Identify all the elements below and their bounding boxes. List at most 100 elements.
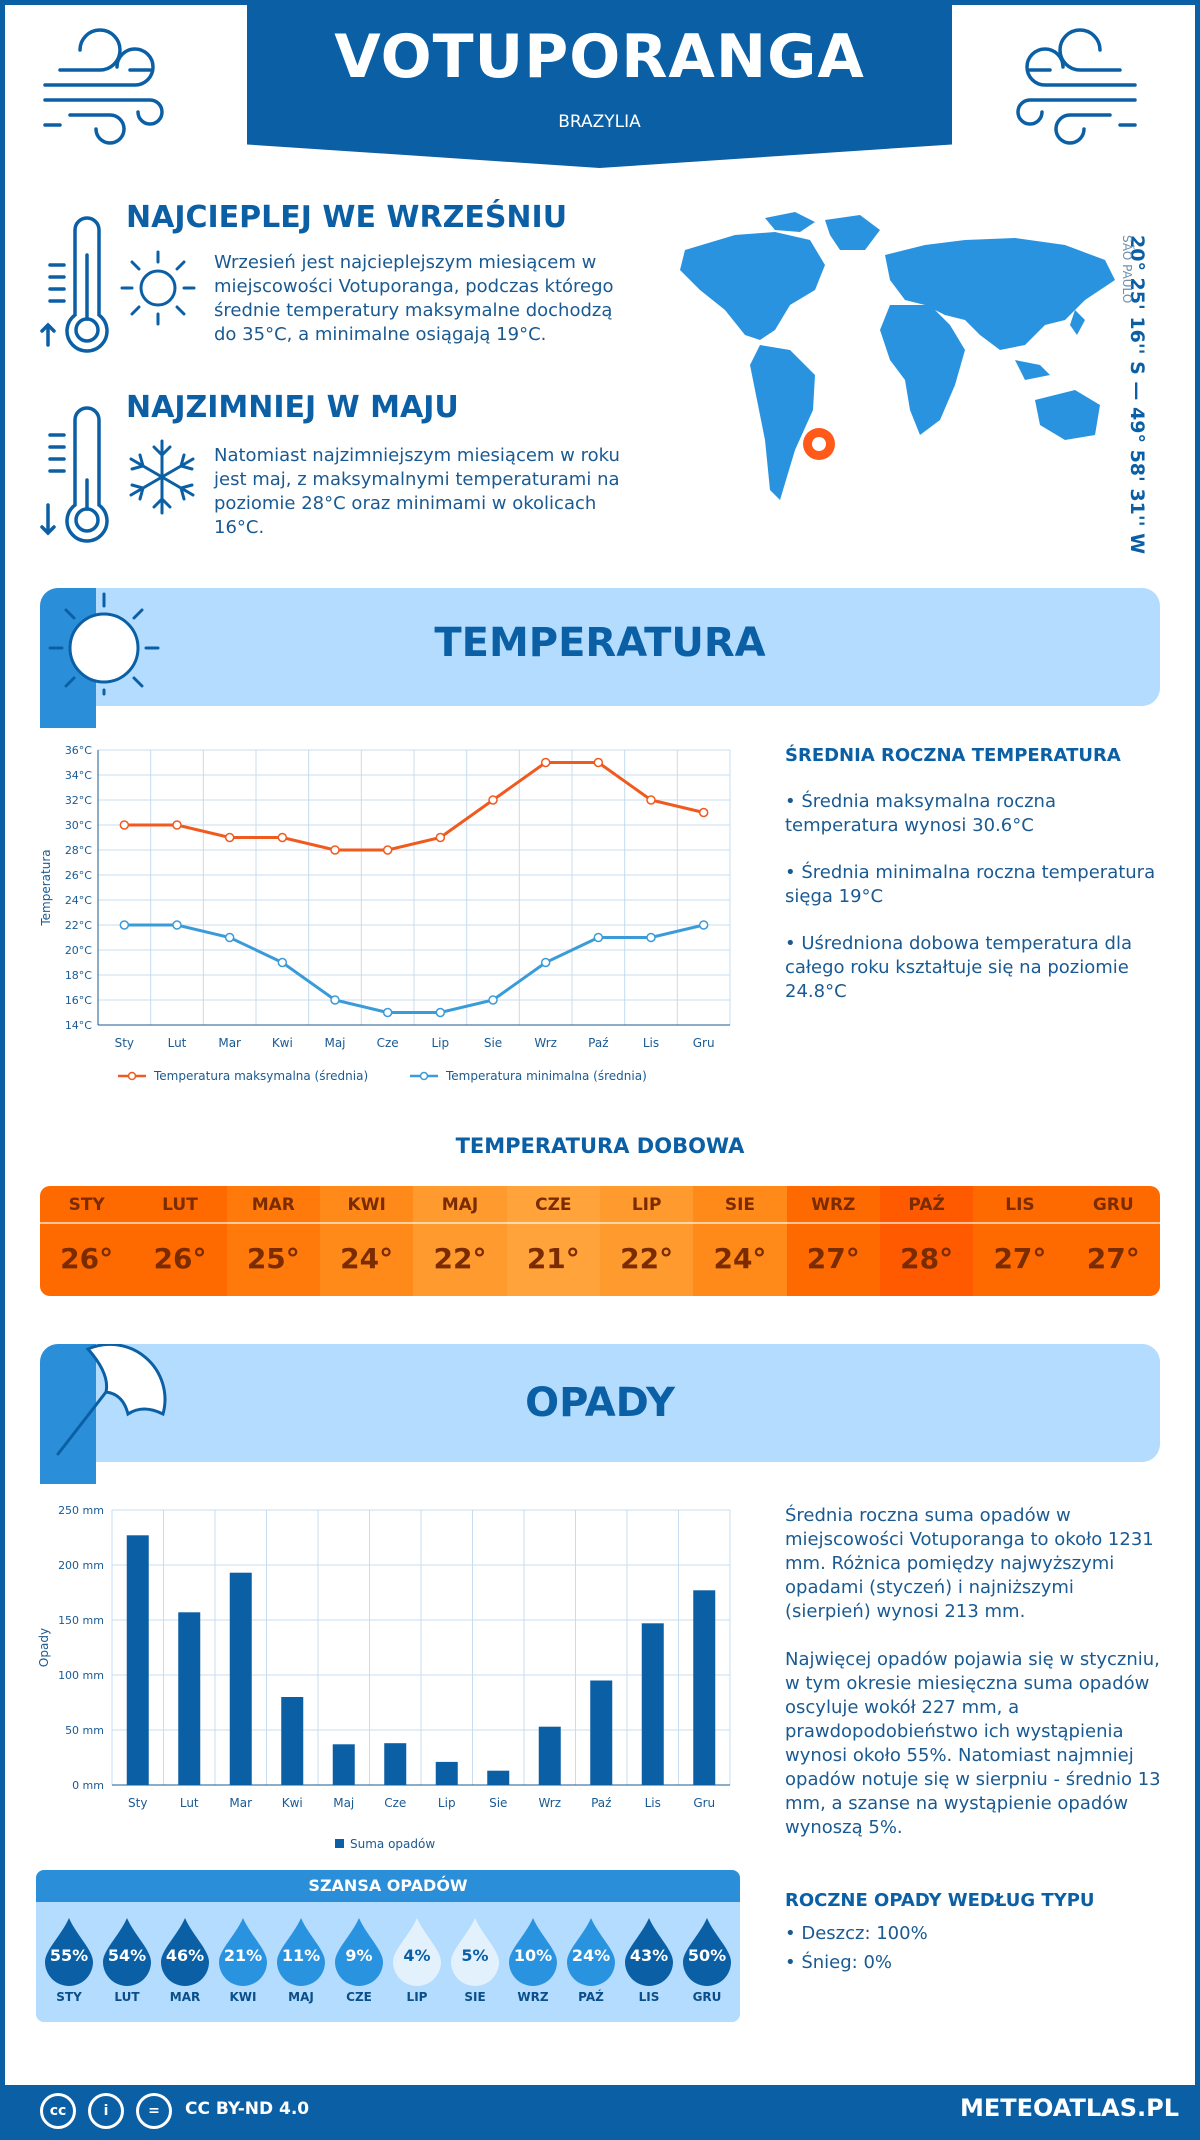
bar — [332, 1744, 355, 1785]
precip-chance-item: 21% KWI — [214, 1916, 272, 2004]
precip-chance-value: 46% — [165, 1946, 205, 1965]
x-tick-label: Wrz — [534, 1036, 557, 1050]
y-tick-label: 36°C — [65, 744, 92, 757]
daily-temp-value: 26° — [60, 1242, 114, 1275]
daily-temp-value: 22° — [433, 1242, 487, 1275]
precip-chance-value: 4% — [403, 1946, 431, 1965]
bar — [281, 1697, 304, 1785]
daily-temp-value: 27° — [806, 1242, 860, 1275]
daily-temp-value: 24° — [713, 1242, 767, 1275]
precip-chance-drops: 55% STY 54% LUT 46% MAR 21% KWI 11% MAJ 9% CZE 4% LIP… — [36, 1902, 740, 2004]
daily-temp-column: MAJ 22° — [413, 1186, 507, 1296]
data-point — [277, 957, 288, 968]
precip-type-rain: • Deszcz: 100% — [785, 1923, 928, 1944]
y-tick-label: 28°C — [65, 844, 92, 857]
y-tick-label: 20°C — [65, 944, 92, 957]
bar — [384, 1743, 407, 1785]
temperature-side-heading: ŚREDNIA ROCZNA TEMPERATURA — [785, 745, 1121, 766]
data-point — [224, 932, 235, 943]
x-tick-label: Lip — [432, 1036, 450, 1050]
temperature-bullet-avg: • Uśredniona dobowa temperatura dla całe… — [785, 933, 1133, 1002]
x-tick-label: Kwi — [282, 1796, 303, 1810]
daily-temp-month: MAR — [226, 1186, 320, 1224]
x-tick-label: Cze — [377, 1036, 399, 1050]
y-tick-label: 100 mm — [58, 1669, 104, 1682]
precip-chance-month: KWI — [229, 1990, 257, 2004]
y-tick-label: 22°C — [65, 919, 92, 932]
raindrop-icon: 5% — [449, 1916, 501, 1986]
precip-chance-value: 5% — [461, 1946, 489, 1965]
data-point — [172, 920, 182, 930]
title-banner — [247, 0, 952, 168]
y-tick-label: 18°C — [65, 969, 92, 982]
data-point — [224, 832, 235, 843]
precip-chance-value: 24% — [571, 1946, 611, 1965]
data-point — [646, 795, 656, 805]
footer — [0, 2085, 1200, 2140]
data-point — [119, 820, 130, 830]
snowflake-icon — [129, 439, 195, 515]
bar — [641, 1623, 664, 1785]
daily-temp-value: 21° — [526, 1242, 580, 1275]
daily-temp-column: MAR 25° — [226, 1186, 320, 1296]
city-name: VOTUPORANGA — [334, 22, 865, 92]
data-point — [330, 995, 340, 1005]
daily-temp-value: 22° — [620, 1242, 674, 1275]
daily-temp-column: SIE 24° — [693, 1186, 787, 1296]
precip-types-heading: ROCZNE OPADY WEDŁUG TYPU — [785, 1890, 1095, 1911]
x-tick-label: Kwi — [272, 1036, 293, 1050]
sun-large-icon — [48, 592, 160, 696]
region-name: SÃO PAULO — [1120, 235, 1134, 304]
y-axis-label: Temperatura — [39, 849, 53, 926]
x-tick-label: Maj — [324, 1036, 345, 1050]
umbrella-icon — [56, 1344, 167, 1456]
precip-chance-item: 4% LIP — [388, 1916, 446, 2004]
daily-temp-value: 25° — [246, 1242, 300, 1275]
precip-chance-value: 55% — [49, 1946, 89, 1965]
daily-temp-month: CZE — [506, 1186, 600, 1224]
bar — [538, 1726, 561, 1785]
precip-chance-month: MAJ — [288, 1990, 314, 2004]
precip-type-snow: • Śnieg: 0% — [785, 1952, 893, 1973]
y-tick-label: 34°C — [65, 769, 92, 782]
data-point — [698, 807, 709, 818]
y-tick-label: 0 mm — [72, 1779, 104, 1792]
raindrop-icon: 54% — [101, 1916, 153, 1986]
bar — [435, 1761, 458, 1785]
daily-temp-value: 24° — [340, 1242, 394, 1275]
raindrop-icon: 11% — [275, 1916, 327, 1986]
precip-chance-item: 43% LIS — [620, 1916, 678, 2004]
precip-chance-value: 43% — [629, 1946, 669, 1965]
x-tick-label: Lut — [180, 1796, 199, 1810]
precip-header-corner — [40, 1344, 96, 1484]
data-point — [540, 757, 551, 768]
y-tick-label: 30°C — [65, 819, 92, 832]
daily-temp-month: LIP — [599, 1186, 694, 1224]
no-derivatives-icon: = — [136, 2093, 172, 2129]
precip-chance-value: 11% — [281, 1946, 321, 1965]
raindrop-icon: 4% — [391, 1916, 443, 1986]
precip-chance-month: CZE — [346, 1990, 372, 2004]
daily-temp-month: MAJ — [413, 1186, 507, 1224]
precip-chance-panel: SZANSA OPADÓW 55% STY 54% LUT 46% MAR 21% KWI 11… — [36, 1870, 740, 2022]
warmest-text: Wrzesień jest najcieplejszym miesiącem w… — [214, 252, 614, 345]
data-point — [488, 795, 498, 805]
daily-temp-column: STY 26° — [40, 1186, 134, 1296]
precip-chance-month: MAR — [169, 1990, 201, 2004]
precip-chance-month: WRZ — [517, 1990, 549, 2004]
x-tick-label: Lip — [438, 1796, 456, 1810]
x-tick-label: Sty — [128, 1796, 147, 1810]
data-point — [382, 845, 393, 855]
daily-temperature-table: STY 26° LUT 26° MAR 25° KWI 24° MAJ 22° CZE 21° LIP 2… — [40, 1186, 1160, 1296]
bar — [590, 1680, 613, 1785]
coldest-title: NAJZIMNIEJ W MAJU — [126, 390, 459, 425]
bar — [126, 1535, 149, 1785]
raindrop-icon: 43% — [623, 1916, 675, 1986]
series-line-max — [124, 761, 705, 852]
data-point — [172, 820, 182, 830]
brand-link[interactable]: METEOATLAS.PL — [960, 2094, 1180, 2122]
daily-temp-month: PAŹ — [879, 1186, 974, 1224]
precip-header-band — [40, 1344, 1160, 1462]
y-tick-label: 26°C — [65, 869, 92, 882]
precip-title: OPADY — [525, 1380, 675, 1426]
